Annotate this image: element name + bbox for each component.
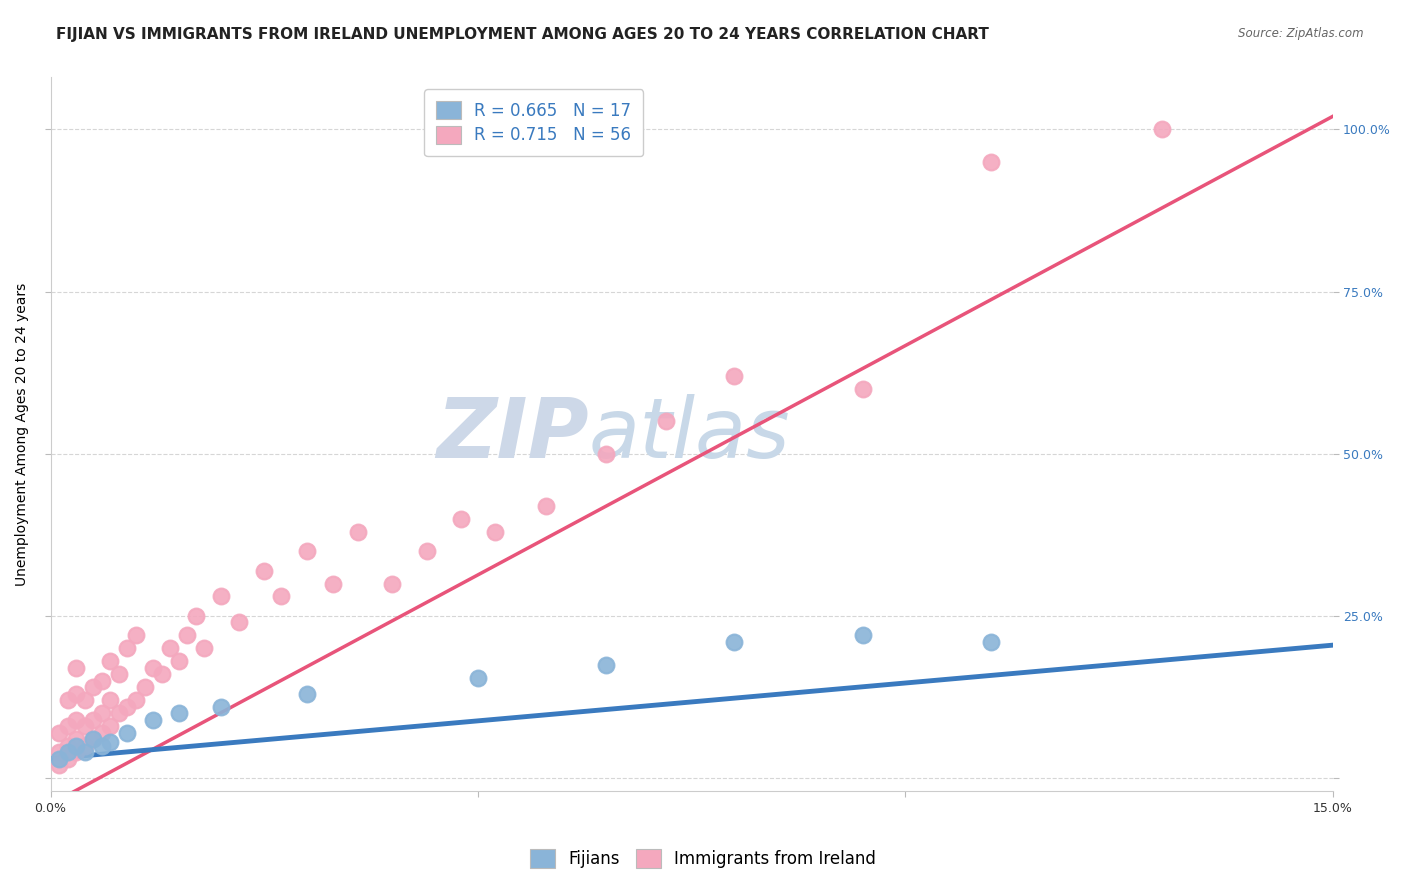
Point [347, 524, 370, 539]
Point [980, 635, 1002, 649]
Point [595, 447, 617, 461]
Point [484, 524, 506, 539]
Y-axis label: Unemployment Among Ages 20 to 24 years: Unemployment Among Ages 20 to 24 years [15, 283, 30, 586]
Point [108, 667, 131, 681]
Point [56, 693, 79, 707]
Point [108, 706, 131, 721]
Text: atlas: atlas [589, 393, 790, 475]
Point [142, 713, 165, 727]
Point [228, 615, 250, 630]
Point [48, 745, 70, 759]
Point [150, 667, 173, 681]
Point [450, 511, 472, 525]
Point [134, 681, 156, 695]
Point [82, 732, 104, 747]
Text: ZIP: ZIP [436, 393, 589, 475]
Point [159, 641, 181, 656]
Point [536, 499, 558, 513]
Point [73, 745, 96, 759]
Text: FIJIAN VS IMMIGRANTS FROM IRELAND UNEMPLOYMENT AMONG AGES 20 TO 24 YEARS CORRELA: FIJIAN VS IMMIGRANTS FROM IRELAND UNEMPL… [56, 27, 988, 42]
Legend: Fijians, Immigrants from Ireland: Fijians, Immigrants from Ireland [523, 843, 883, 875]
Point [82, 681, 104, 695]
Point [56, 739, 79, 753]
Point [117, 725, 139, 739]
Point [73, 739, 96, 753]
Point [125, 628, 148, 642]
Point [65, 732, 87, 747]
Point [65, 745, 87, 759]
Point [98, 654, 121, 668]
Point [322, 576, 344, 591]
Point [56, 745, 79, 759]
Point [65, 739, 87, 753]
Point [176, 628, 198, 642]
Point [270, 590, 292, 604]
Point [655, 414, 678, 428]
Point [48, 758, 70, 772]
Point [142, 661, 165, 675]
Point [65, 661, 87, 675]
Point [980, 154, 1002, 169]
Point [90, 739, 112, 753]
Point [381, 576, 404, 591]
Point [851, 382, 873, 396]
Point [295, 687, 318, 701]
Point [117, 699, 139, 714]
Point [98, 693, 121, 707]
Point [117, 641, 139, 656]
Point [415, 544, 437, 558]
Point [595, 657, 617, 672]
Text: Source: ZipAtlas.com: Source: ZipAtlas.com [1239, 27, 1364, 40]
Point [73, 719, 96, 733]
Point [90, 706, 112, 721]
Point [467, 671, 489, 685]
Point [723, 635, 745, 649]
Point [253, 564, 276, 578]
Point [723, 368, 745, 383]
Point [851, 628, 873, 642]
Point [65, 687, 87, 701]
Point [65, 713, 87, 727]
Point [1150, 122, 1173, 136]
Point [56, 719, 79, 733]
Point [82, 713, 104, 727]
Point [82, 732, 104, 747]
Point [211, 590, 233, 604]
Point [90, 725, 112, 739]
Point [167, 654, 190, 668]
Point [56, 752, 79, 766]
Legend: R = 0.665   N = 17, R = 0.715   N = 56: R = 0.665 N = 17, R = 0.715 N = 56 [425, 89, 643, 156]
Point [90, 673, 112, 688]
Point [48, 752, 70, 766]
Point [167, 706, 190, 721]
Point [193, 641, 215, 656]
Point [73, 693, 96, 707]
Point [184, 609, 207, 624]
Point [98, 735, 121, 749]
Point [98, 719, 121, 733]
Point [48, 725, 70, 739]
Point [125, 693, 148, 707]
Point [211, 699, 233, 714]
Point [295, 544, 318, 558]
